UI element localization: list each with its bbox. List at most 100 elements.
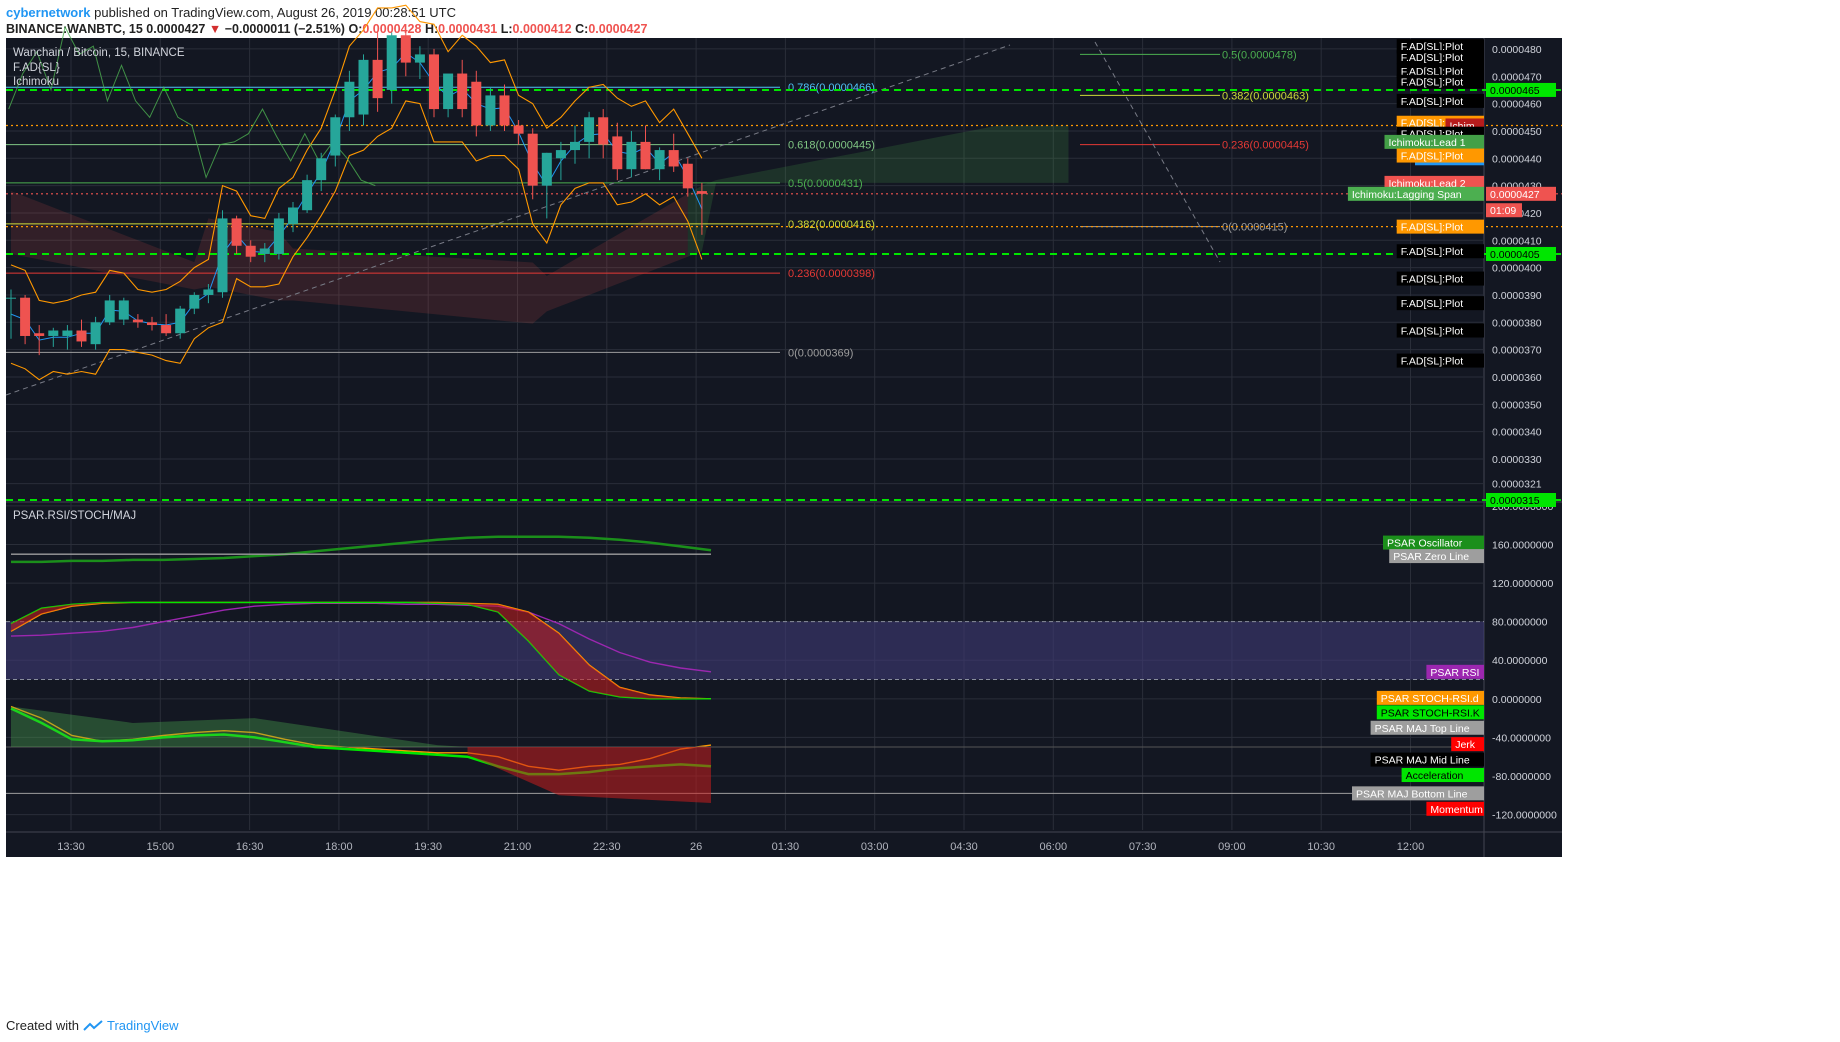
- y-tick-label: 0.0000400: [1492, 263, 1542, 275]
- fib-level-label: 0.236(0.0000398): [788, 268, 875, 280]
- candle: [372, 32, 383, 112]
- candle: [682, 158, 693, 197]
- candle: [90, 316, 101, 350]
- candle: [386, 32, 397, 104]
- axis-tag-label: 0.0000315: [1490, 495, 1540, 507]
- open-value: 0.0000428: [362, 22, 422, 36]
- osc-legend-label: PSAR MAJ Bottom Line: [1356, 788, 1468, 800]
- osc-legend-label: PSAR MAJ Top Line: [1375, 723, 1470, 735]
- y-tick-label: 0.0000440: [1492, 153, 1542, 165]
- price-tag-label: F.AD[SL]:Plot: [1401, 246, 1464, 258]
- candle-body: [429, 54, 439, 110]
- price-tag-label: F.AD[SL]:Plot: [1401, 96, 1464, 108]
- osc-tick-label: 40.0000000: [1492, 655, 1548, 667]
- symbol-label: BINANCE:WANBTC, 15: [6, 22, 143, 36]
- candle: [443, 73, 454, 118]
- chart-title: Wanchain / Bitcoin, 15, BINANCE: [13, 47, 185, 59]
- price-tag-bg: [1384, 134, 1484, 149]
- osc-legend-bg: [1376, 705, 1484, 720]
- x-tick-label: 22:30: [593, 841, 621, 853]
- fib-level-label: 0.786(0.0000466): [788, 82, 875, 94]
- y-tick-label: 0.0000480: [1492, 44, 1542, 56]
- price-tag-label: F.AD[SL]:Plot: [1401, 356, 1464, 368]
- y-tick-label: 0.0000350: [1492, 399, 1542, 411]
- candle-body: [541, 152, 552, 186]
- fib-projection-label: 0.382(0.0000463): [1222, 90, 1309, 102]
- price-tag-bg: [1396, 296, 1484, 311]
- candle: [527, 128, 538, 200]
- y-tick-label: 0.0000340: [1492, 427, 1542, 439]
- candle: [429, 48, 439, 118]
- last-price: 0.0000427: [146, 22, 206, 36]
- x-tick-label: 06:00: [1040, 841, 1068, 853]
- price-tag-bg: [1384, 175, 1484, 190]
- candle-body: [400, 35, 411, 63]
- x-tick-label: 21:00: [504, 841, 532, 853]
- y-tick-label: 0.0000390: [1492, 290, 1542, 302]
- candle: [48, 327, 59, 347]
- osc-tick-label: -40.0000000: [1492, 732, 1551, 744]
- osc-legend-label: PSAR RSI: [1430, 667, 1479, 679]
- osc-tick-label: -120.0000000: [1492, 810, 1557, 822]
- price-tag-bg: [1396, 323, 1484, 338]
- oscillator-title: PSAR.RSI/STOCH/MAJ: [13, 510, 136, 522]
- candle: [161, 314, 172, 336]
- fib-projection-label: 0.236(0.0000445): [1222, 140, 1309, 152]
- candle: [330, 114, 341, 167]
- y-tick-label: 0.0000380: [1492, 317, 1542, 329]
- candle-body: [118, 300, 129, 320]
- candle: [640, 125, 651, 170]
- chart-background: [6, 38, 1562, 857]
- candle-body: [414, 54, 425, 63]
- osc-legend-label: PSAR Oscillator: [1387, 538, 1463, 550]
- price-tag-label: F.AD[SL]:Plot: [1401, 151, 1464, 163]
- candle-body: [372, 59, 383, 99]
- candle: [626, 130, 637, 178]
- candle-body: [696, 191, 707, 194]
- candle: [570, 125, 580, 164]
- fad-lower-band: [10, 100, 703, 381]
- fad-upper-band: [10, 4, 703, 304]
- tradingview-link[interactable]: TradingView: [106, 1018, 179, 1033]
- osc-legend-bg: [1352, 786, 1484, 801]
- candle: [400, 29, 411, 77]
- stoch-fill: [11, 602, 711, 699]
- candle: [358, 54, 369, 126]
- osc-legend-label: Jerk: [1455, 739, 1476, 751]
- candle-body: [570, 141, 580, 151]
- y-tick-label: 0.0000460: [1492, 99, 1542, 111]
- candle: [668, 133, 679, 172]
- footer: Created with TradingView: [6, 1018, 179, 1033]
- osc-legend-label: PSAR STOCH-RSI.d: [1381, 693, 1479, 705]
- candle: [316, 152, 327, 192]
- candle: [499, 84, 510, 131]
- author-link[interactable]: cybernetwork: [6, 5, 91, 20]
- x-tick-label: 09:00: [1218, 841, 1246, 853]
- candle-body: [527, 133, 538, 186]
- fib-level-label: 0.382(0.0000416): [788, 219, 875, 231]
- y-tick-label: 0.0000330: [1492, 454, 1542, 466]
- trend-line: [1094, 41, 1221, 263]
- ichimoku-lagging-span: [8, 25, 376, 187]
- y-tick-label: 0.0000410: [1492, 235, 1542, 247]
- candle: [203, 284, 214, 304]
- price-tag-bg: [1396, 244, 1484, 259]
- tradingview-logo-icon: [83, 1019, 103, 1031]
- publish-line: cybernetwork published on TradingView.co…: [6, 4, 647, 21]
- candle-body: [344, 81, 355, 118]
- osc-tick-label: -80.0000000: [1492, 771, 1551, 783]
- candle: [457, 59, 468, 118]
- x-tick-label: 18:00: [325, 841, 353, 853]
- close-value: 0.0000427: [588, 22, 648, 36]
- candle-body: [471, 81, 482, 126]
- y-tick-label: 0.0000321: [1492, 479, 1542, 491]
- fib-level-label: 0.5(0.0000431): [788, 178, 863, 190]
- candle-body: [316, 158, 327, 181]
- candle: [104, 294, 115, 326]
- osc-legend-label: PSAR Zero Line: [1393, 551, 1469, 563]
- candle: [471, 70, 482, 137]
- axis-tag-bg: [1486, 186, 1556, 201]
- x-tick-label: 07:30: [1129, 841, 1157, 853]
- x-tick-label: 04:30: [950, 841, 978, 853]
